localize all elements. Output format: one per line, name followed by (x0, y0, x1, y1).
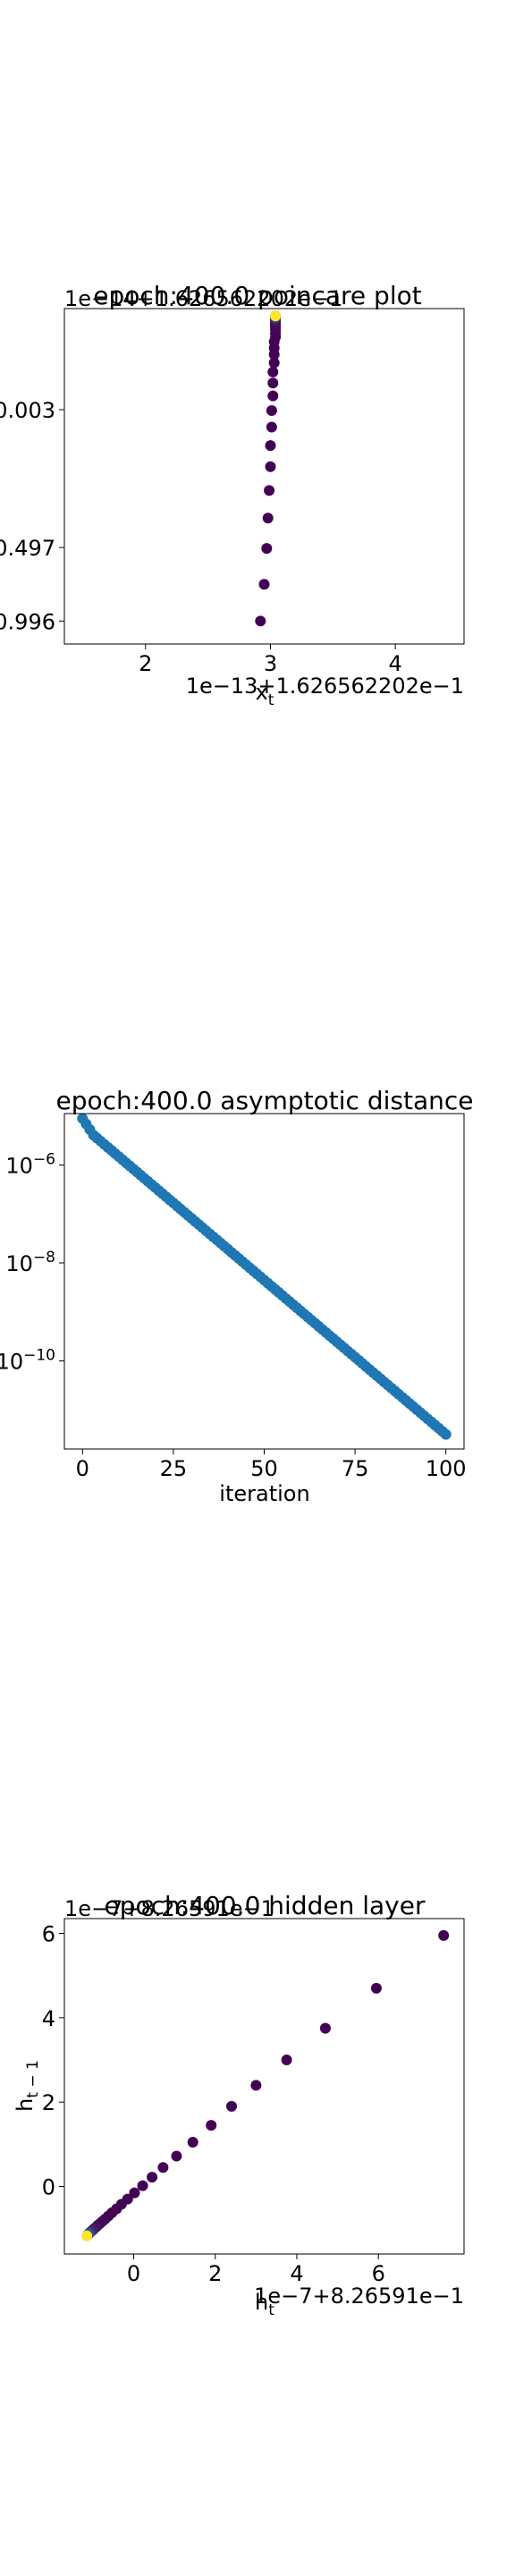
data-point (258, 579, 270, 590)
data-points (255, 310, 282, 627)
x-tick-label: 0 (76, 1456, 89, 1481)
data-point (187, 2137, 198, 2148)
data-point (265, 461, 276, 472)
data-point (206, 2120, 217, 2131)
asymptotic-distance-plot: epoch:400.0 asymptotic distance 0 25 50 75 1… (0, 1086, 473, 1506)
data-point (226, 2100, 238, 2112)
y-tick-label: 10−6 (5, 1150, 55, 1178)
x-tick-label: 0 (127, 2261, 140, 2286)
data-point (147, 2172, 158, 2183)
data-point (264, 485, 275, 496)
data-point (267, 377, 279, 389)
y-offset-text: 1e−7+8.26591e−1 (64, 1896, 274, 1921)
data-point (268, 357, 280, 369)
x-tick-label: 4 (389, 651, 402, 676)
hidden-layer-plot: epoch:400.0 hidden layer 1e−7+8.26591e−1… (13, 1891, 465, 2319)
x-axis-label-subscript: t (268, 691, 274, 709)
data-point (171, 2150, 182, 2162)
x-offset-text: 1e−7+8.26591e−1 (254, 2284, 464, 2309)
poincare-plot: epoch:400.0 poincare plot 1e−14+1.626562… (0, 281, 465, 709)
data-point (81, 2230, 93, 2241)
x-tick-label: 100 (426, 1456, 467, 1481)
x-tick-label: 3 (264, 651, 277, 676)
y-axis-ticks: 10−6 10−8 10−10 (0, 1150, 64, 1374)
chart-title: epoch:400.0 hidden layer (105, 1891, 426, 1920)
x-tick-label: 6 (372, 2261, 385, 2286)
y-tick-exponent: −8 (33, 1249, 55, 1267)
data-point (255, 615, 266, 627)
y-tick-label: 2 (42, 2090, 55, 2115)
y-axis-label: ht − 1 (13, 2060, 42, 2112)
y-axis-ticks: 0 2 4 6 (42, 1922, 64, 2200)
chart-title: epoch:400.0 poincare plot (93, 281, 421, 310)
y-tick-exponent: −6 (33, 1150, 55, 1168)
y-tick-label: 6 (42, 1922, 55, 1947)
plot-frame (63, 1918, 465, 2255)
x-tick-label: 4 (290, 2261, 303, 2286)
data-point (250, 2080, 262, 2091)
plot-frame (63, 308, 465, 645)
y-axis-label-subscript: t − 1 (24, 2060, 42, 2098)
x-tick-label: 2 (208, 2261, 222, 2286)
data-point (319, 2022, 331, 2034)
x-offset-text: 1e−13+1.626562202e−1 (186, 674, 464, 699)
data-point (270, 310, 282, 322)
y-tick-label: 0 (42, 2175, 55, 2200)
y-tick-label: 0.996 (0, 609, 55, 634)
x-axis-ticks: 0 25 50 75 100 (76, 1449, 467, 1481)
data-point (265, 440, 276, 452)
data-point (440, 1428, 452, 1440)
x-tick-label: 75 (342, 1456, 369, 1481)
data-point (370, 1982, 382, 1994)
data-point (281, 2055, 292, 2066)
data-point (266, 405, 277, 417)
data-point (438, 1929, 450, 1941)
data-point (261, 543, 273, 555)
y-tick-label: 10−8 (5, 1249, 55, 1276)
data-point (129, 2187, 140, 2199)
y-tick-label: 0.003 (0, 398, 55, 423)
y-axis-ticks: 0.003 0.497 0.996 (0, 398, 64, 634)
data-point (267, 390, 279, 402)
data-points (81, 1929, 450, 2241)
data-point (137, 2180, 148, 2191)
data-points (77, 1113, 452, 1440)
x-tick-label: 50 (250, 1456, 278, 1481)
x-tick-label: 25 (160, 1456, 188, 1481)
x-axis-ticks: 0 2 4 6 (127, 2254, 385, 2286)
y-offset-text: 1e−14+1.626562202e−1 (64, 286, 342, 311)
data-point (262, 513, 274, 524)
data-point (157, 2162, 169, 2174)
x-tick-label: 2 (139, 651, 152, 676)
y-tick-label: 4 (42, 2006, 55, 2031)
x-axis-label-subscript: t (268, 2301, 274, 2319)
y-tick-label: 10−10 (0, 1346, 55, 1374)
x-axis-label: iteration (219, 1481, 309, 1506)
y-tick-label: 0.497 (0, 536, 55, 561)
data-point (266, 421, 277, 433)
y-tick-exponent: −10 (23, 1346, 55, 1364)
data-point (267, 366, 279, 377)
x-axis-ticks: 2 3 4 (139, 644, 402, 676)
chart-title: epoch:400.0 asymptotic distance (56, 1086, 474, 1115)
